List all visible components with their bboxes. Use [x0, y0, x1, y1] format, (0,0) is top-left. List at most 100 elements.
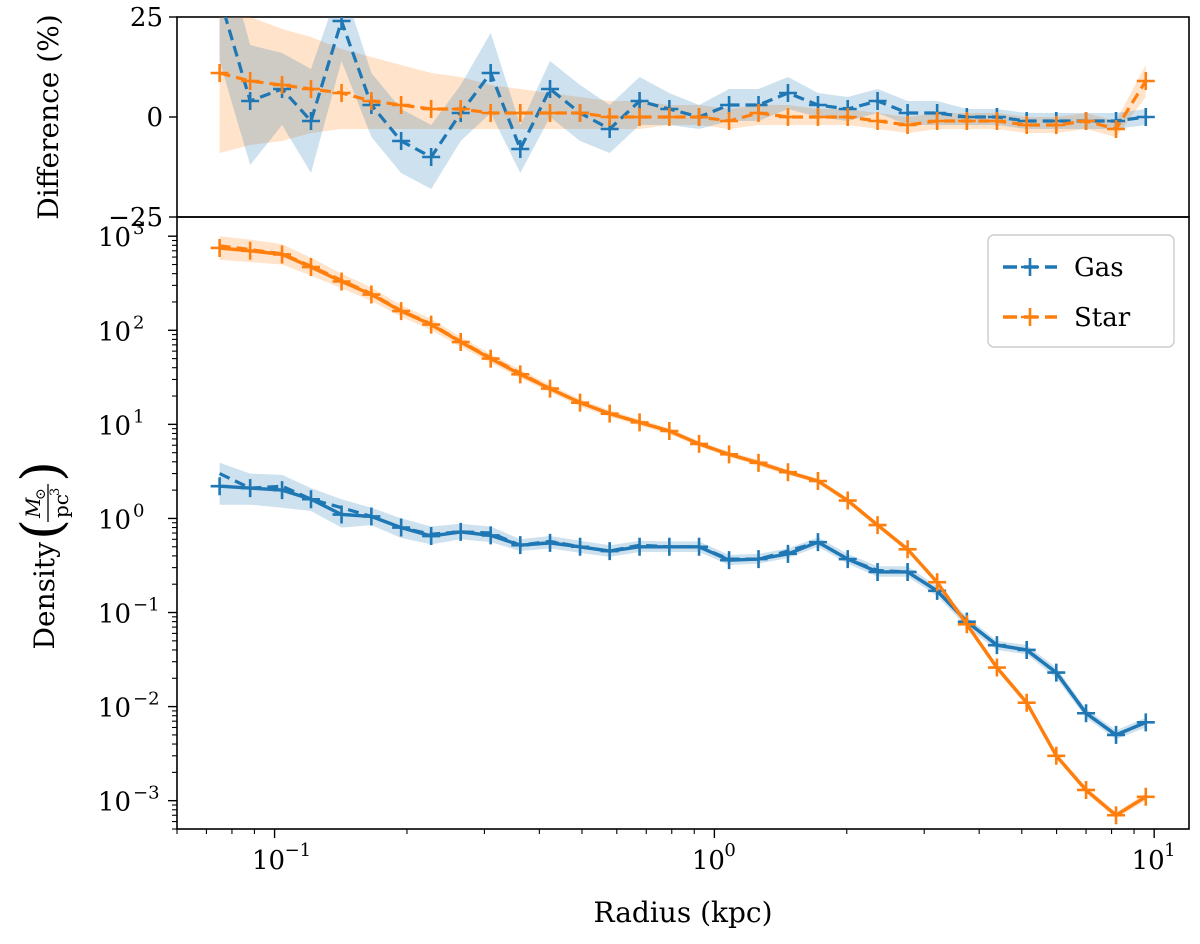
bottom-y-tick-exp-0: −3: [133, 783, 160, 804]
bottom-solid-line-star: [219, 246, 1147, 818]
bottom-gas-marker-31: [1136, 713, 1155, 732]
top-star-marker-0: [210, 64, 229, 82]
x-tick-label-2: 10: [1132, 846, 1165, 876]
bottom-star-marker-24: [928, 573, 947, 592]
bottom-gas-marker-4: [332, 505, 351, 524]
bottom-y-tick-label-1: 10: [98, 694, 131, 724]
bottom-gas-marker-1: [241, 479, 260, 498]
top-series-star: [210, 64, 1155, 138]
top-star-marker-9: [481, 104, 500, 122]
bottom-star-marker-13: [600, 404, 619, 423]
top-star-marker-18: [749, 104, 768, 122]
bottom-lines: [210, 238, 1155, 825]
top-star-marker-29: [1077, 112, 1096, 130]
y-axis-label-fraction-num: M: [21, 497, 45, 519]
top-gas-marker-6: [392, 132, 411, 150]
x-tick-exp-2: 1: [1164, 840, 1175, 861]
bottom-star-marker-9: [481, 349, 500, 368]
x-tick-exp-0: −1: [285, 840, 312, 861]
y-axis-label-paren-close: ): [10, 461, 73, 482]
bottom-gas-marker-2: [273, 481, 292, 500]
bottom-star-marker-21: [838, 491, 857, 510]
bottom-star-marker-26: [987, 658, 1006, 677]
bottom-star-marker-31: [1136, 787, 1155, 806]
legend-entry-gas: Gas: [1003, 253, 1124, 283]
x-tick-label-1: 10: [692, 846, 725, 876]
bottom-gas-marker-10: [511, 536, 530, 555]
top-star-marker-8: [451, 100, 470, 118]
top-star-marker-31: [1136, 72, 1155, 90]
top-bands: [219, 17, 1146, 189]
bottom-star-marker-28: [1047, 746, 1066, 765]
top-gas-marker-7: [422, 148, 441, 166]
bottom-gas-marker-15: [660, 537, 679, 556]
y-axis-label-text: Density: [28, 542, 61, 650]
legend-entry-star: Star: [1003, 303, 1131, 333]
x-tick-exp-1: 0: [724, 840, 735, 861]
top-gas-marker-9: [481, 64, 500, 82]
bottom-y-tick-label-4: 10: [98, 411, 131, 441]
top-star-marker-26: [987, 112, 1006, 130]
top-gas-marker-17: [720, 96, 739, 114]
bottom-gas-marker-0: [210, 477, 229, 496]
top-gas-marker-11: [541, 80, 560, 98]
top-gas-marker-31: [1136, 108, 1155, 126]
top-star-marker-21: [838, 108, 857, 126]
bottom-star-marker-14: [630, 413, 649, 432]
legend: Gas Star: [987, 234, 1175, 348]
bottom-gas-marker-20: [808, 533, 827, 552]
legend-box: [987, 234, 1175, 348]
top-y-tick-label-1: 0: [146, 103, 163, 133]
top-star-marker-2: [273, 76, 292, 94]
top-gas-marker-4: [332, 17, 351, 30]
bottom-y-tick-label-5: 10: [98, 317, 131, 347]
top-star-marker-20: [808, 108, 827, 126]
y-axis-label-fraction-sub: ⊙: [33, 488, 49, 500]
top-line-gas: [223, 17, 1147, 160]
top-gas-marker-19: [778, 84, 797, 102]
bottom-y-tick-exp-5: 2: [133, 312, 144, 333]
top-panel: −25 0 25 Difference (%): [32, 3, 1190, 233]
bottom-series-star: [210, 238, 1155, 825]
bottom-star-marker-1: [241, 241, 260, 260]
bottom-star-marker-22: [868, 516, 887, 535]
bottom-series-gas: [210, 472, 1155, 744]
bottom-star-marker-18: [749, 453, 768, 472]
bottom-star-marker-0: [210, 238, 229, 257]
bottom-y-tick-label-6: 10: [98, 223, 131, 253]
bottom-gas-marker-13: [600, 542, 619, 561]
bottom-y-tick-exp-1: −2: [133, 689, 160, 710]
bottom-gas-marker-9: [481, 526, 500, 545]
bottom-solid-line-gas: [219, 484, 1147, 737]
bottom-gas-marker-3: [301, 490, 320, 509]
top-star-marker-3: [301, 80, 320, 98]
bottom-star-marker-17: [720, 445, 739, 464]
top-star-marker-14: [630, 108, 649, 126]
legend-label-gas: Gas: [1074, 253, 1124, 283]
bottom-star-marker-19: [778, 463, 797, 482]
top-star-marker-27: [1017, 116, 1036, 134]
top-gas-marker-10: [511, 140, 530, 158]
top-band-star: [219, 17, 1146, 153]
y-axis-label-paren-open: (: [10, 519, 73, 540]
top-gas-marker-3: [301, 112, 320, 130]
top-star-marker-7: [422, 100, 441, 118]
top-star-marker-10: [511, 104, 530, 122]
bottom-gas-marker-16: [690, 537, 709, 556]
top-gas-marker-1: [241, 92, 260, 110]
top-star-marker-16: [690, 108, 709, 126]
legend-marker-star: [1021, 308, 1039, 326]
bottom-star-marker-3: [301, 258, 320, 277]
bottom-star-marker-4: [332, 272, 351, 291]
bottom-gas-marker-7: [422, 527, 441, 546]
bottom-gas-marker-21: [838, 550, 857, 569]
bottom-band-gas: [219, 462, 1146, 740]
top-star-marker-6: [392, 96, 411, 114]
bottom-y-tick-exp-3: 0: [133, 500, 144, 521]
top-y-axis-label: Difference (%): [32, 14, 65, 219]
y-axis-label-fraction-den: pc: [49, 494, 73, 518]
legend-marker-gas: [1021, 258, 1039, 276]
top-star-marker-11: [541, 104, 560, 122]
